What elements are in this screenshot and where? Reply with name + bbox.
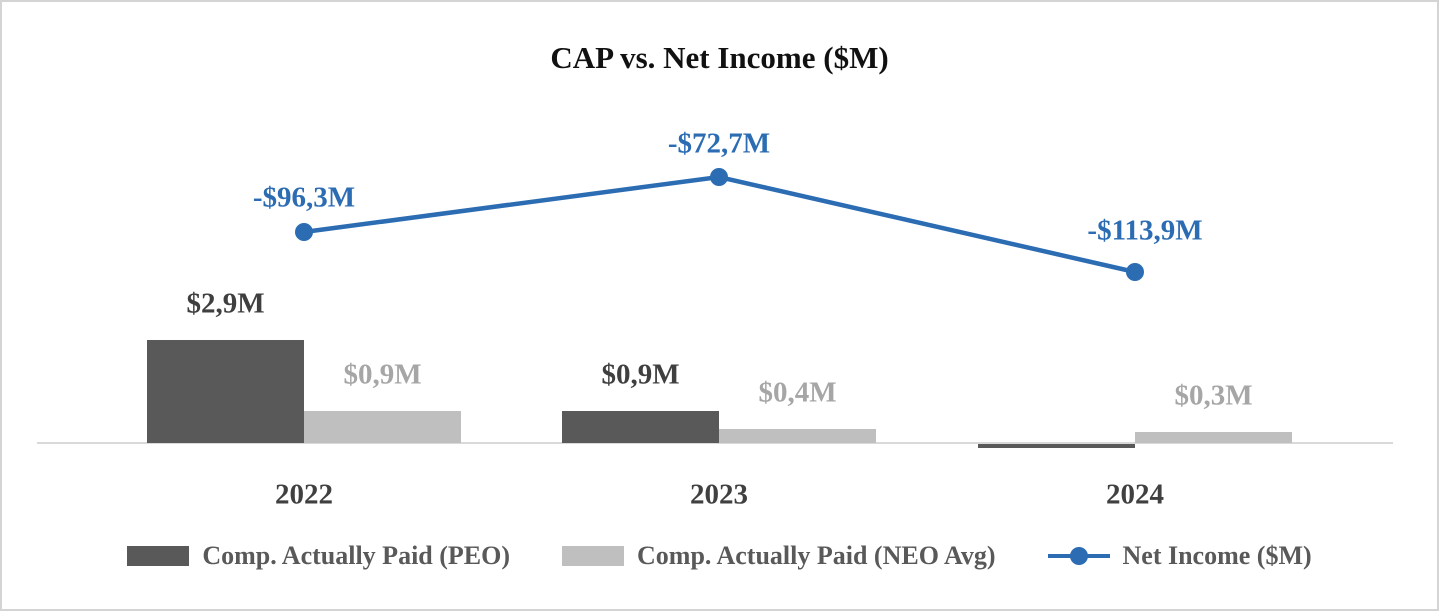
data-label-comp-actually-paid-neo-avg-2023: $0,4M <box>758 376 837 409</box>
x-axis-label-2022: 2022 <box>275 478 333 511</box>
data-label-net-income-2022: -$96,3M <box>252 181 356 214</box>
bar-comp-actually-paid-peo-2022 <box>147 340 304 443</box>
data-label-comp-actually-paid-peo-2022: $2,9M <box>186 287 265 320</box>
net-income-line-swatch-icon <box>1047 546 1110 566</box>
x-axis-label-2024: 2024 <box>1106 478 1164 511</box>
x-axis-label-2023: 2023 <box>690 478 748 511</box>
bar-comp-actually-paid-peo-2023 <box>562 411 719 443</box>
peo-bar-swatch-icon <box>127 546 190 566</box>
net-income-point-2023 <box>710 168 728 186</box>
bar-comp-actually-paid-neo-avg-2023 <box>719 428 876 443</box>
bar-comp-actually-paid-neo-avg-2022 <box>304 411 461 443</box>
chart-title: CAP vs. Net Income ($M) <box>550 40 889 75</box>
line-dot-icon <box>1069 547 1088 565</box>
legend-label-peo: Comp. Actually Paid (PEO) <box>202 541 511 570</box>
data-label-comp-actually-paid-neo-avg-2022: $0,9M <box>343 358 422 391</box>
legend-item-net-income: Net Income ($M) <box>1047 541 1312 571</box>
legend: Comp. Actually Paid (PEO) Comp. Actually… <box>2 541 1437 571</box>
bar-comp-actually-paid-neo-avg-2024 <box>1135 432 1292 443</box>
data-label-comp-actually-paid-neo-avg-2024: $0,3M <box>1174 379 1253 412</box>
bar-comp-actually-paid-peo-2024 <box>978 444 1135 448</box>
x-axis-line <box>37 442 1393 444</box>
net-income-point-2022 <box>295 223 313 241</box>
legend-label-net-income: Net Income ($M) <box>1122 541 1312 570</box>
net-income-point-2024 <box>1126 263 1144 281</box>
data-label-comp-actually-paid-peo-2023: $0,9M <box>601 358 680 391</box>
data-label-net-income-2023: -$72,7M <box>667 127 771 160</box>
legend-item-neo-avg: Comp. Actually Paid (NEO Avg) <box>562 541 996 571</box>
legend-label-neo-avg: Comp. Actually Paid (NEO Avg) <box>637 541 996 570</box>
legend-item-peo: Comp. Actually Paid (PEO) <box>127 541 510 571</box>
neo-avg-bar-swatch-icon <box>562 546 625 566</box>
data-label-net-income-2024: -$113,9M <box>1087 214 1203 247</box>
